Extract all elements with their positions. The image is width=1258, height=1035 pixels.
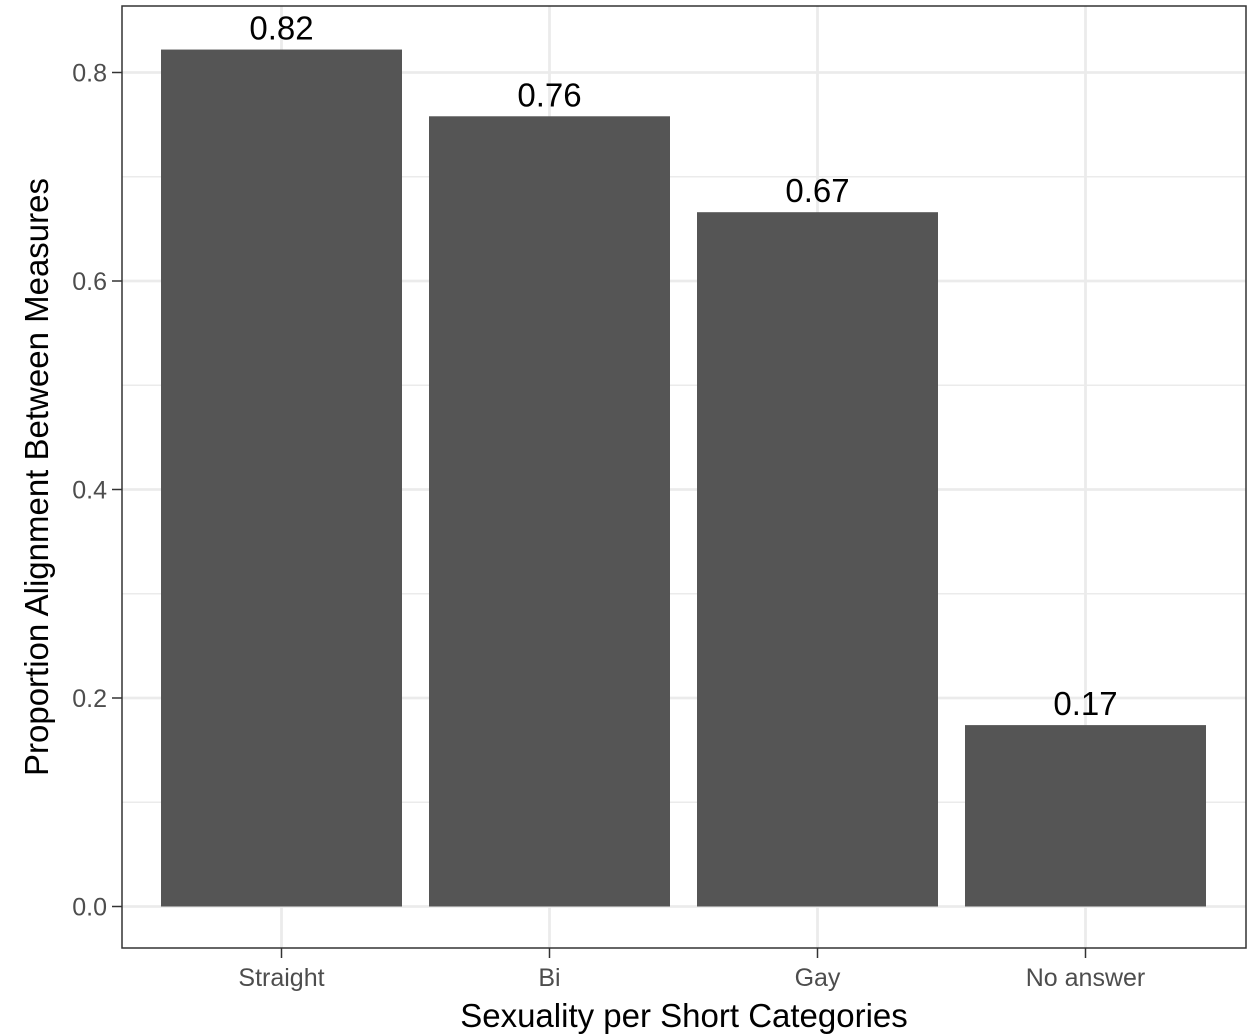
y-axis-title: Proportion Alignment Between Measures bbox=[18, 178, 55, 776]
x-axis: Straight Bi Gay No answer bbox=[238, 948, 1145, 992]
bar-bi bbox=[429, 116, 670, 907]
data-label: 0.17 bbox=[1053, 685, 1117, 722]
data-label: 0.82 bbox=[249, 10, 313, 47]
y-tick-label: 0.6 bbox=[72, 268, 107, 296]
x-tick-label: Straight bbox=[238, 964, 324, 992]
data-label: 0.76 bbox=[517, 76, 581, 113]
y-tick-label: 0.2 bbox=[72, 685, 107, 713]
panel-border bbox=[121, 5, 1247, 949]
x-tick-label: Bi bbox=[538, 964, 560, 992]
y-tick-label: 0.8 bbox=[72, 60, 107, 88]
x-axis-title: Sexuality per Short Categories bbox=[460, 997, 908, 1034]
bar-straight bbox=[161, 49, 402, 907]
bars-layer bbox=[161, 49, 1206, 907]
data-label: 0.67 bbox=[785, 172, 849, 209]
bar-no-answer bbox=[965, 725, 1206, 907]
y-tick-label: 0.0 bbox=[72, 894, 107, 922]
x-tick-label: Gay bbox=[795, 964, 841, 992]
data-labels-layer: 0.82 0.76 0.67 0.17 bbox=[249, 10, 1117, 723]
y-axis: 0.0 0.2 0.4 0.6 0.8 bbox=[72, 60, 122, 922]
x-tick-label: No answer bbox=[1026, 964, 1146, 992]
y-tick-label: 0.4 bbox=[72, 477, 107, 505]
bar-gay bbox=[697, 212, 938, 907]
